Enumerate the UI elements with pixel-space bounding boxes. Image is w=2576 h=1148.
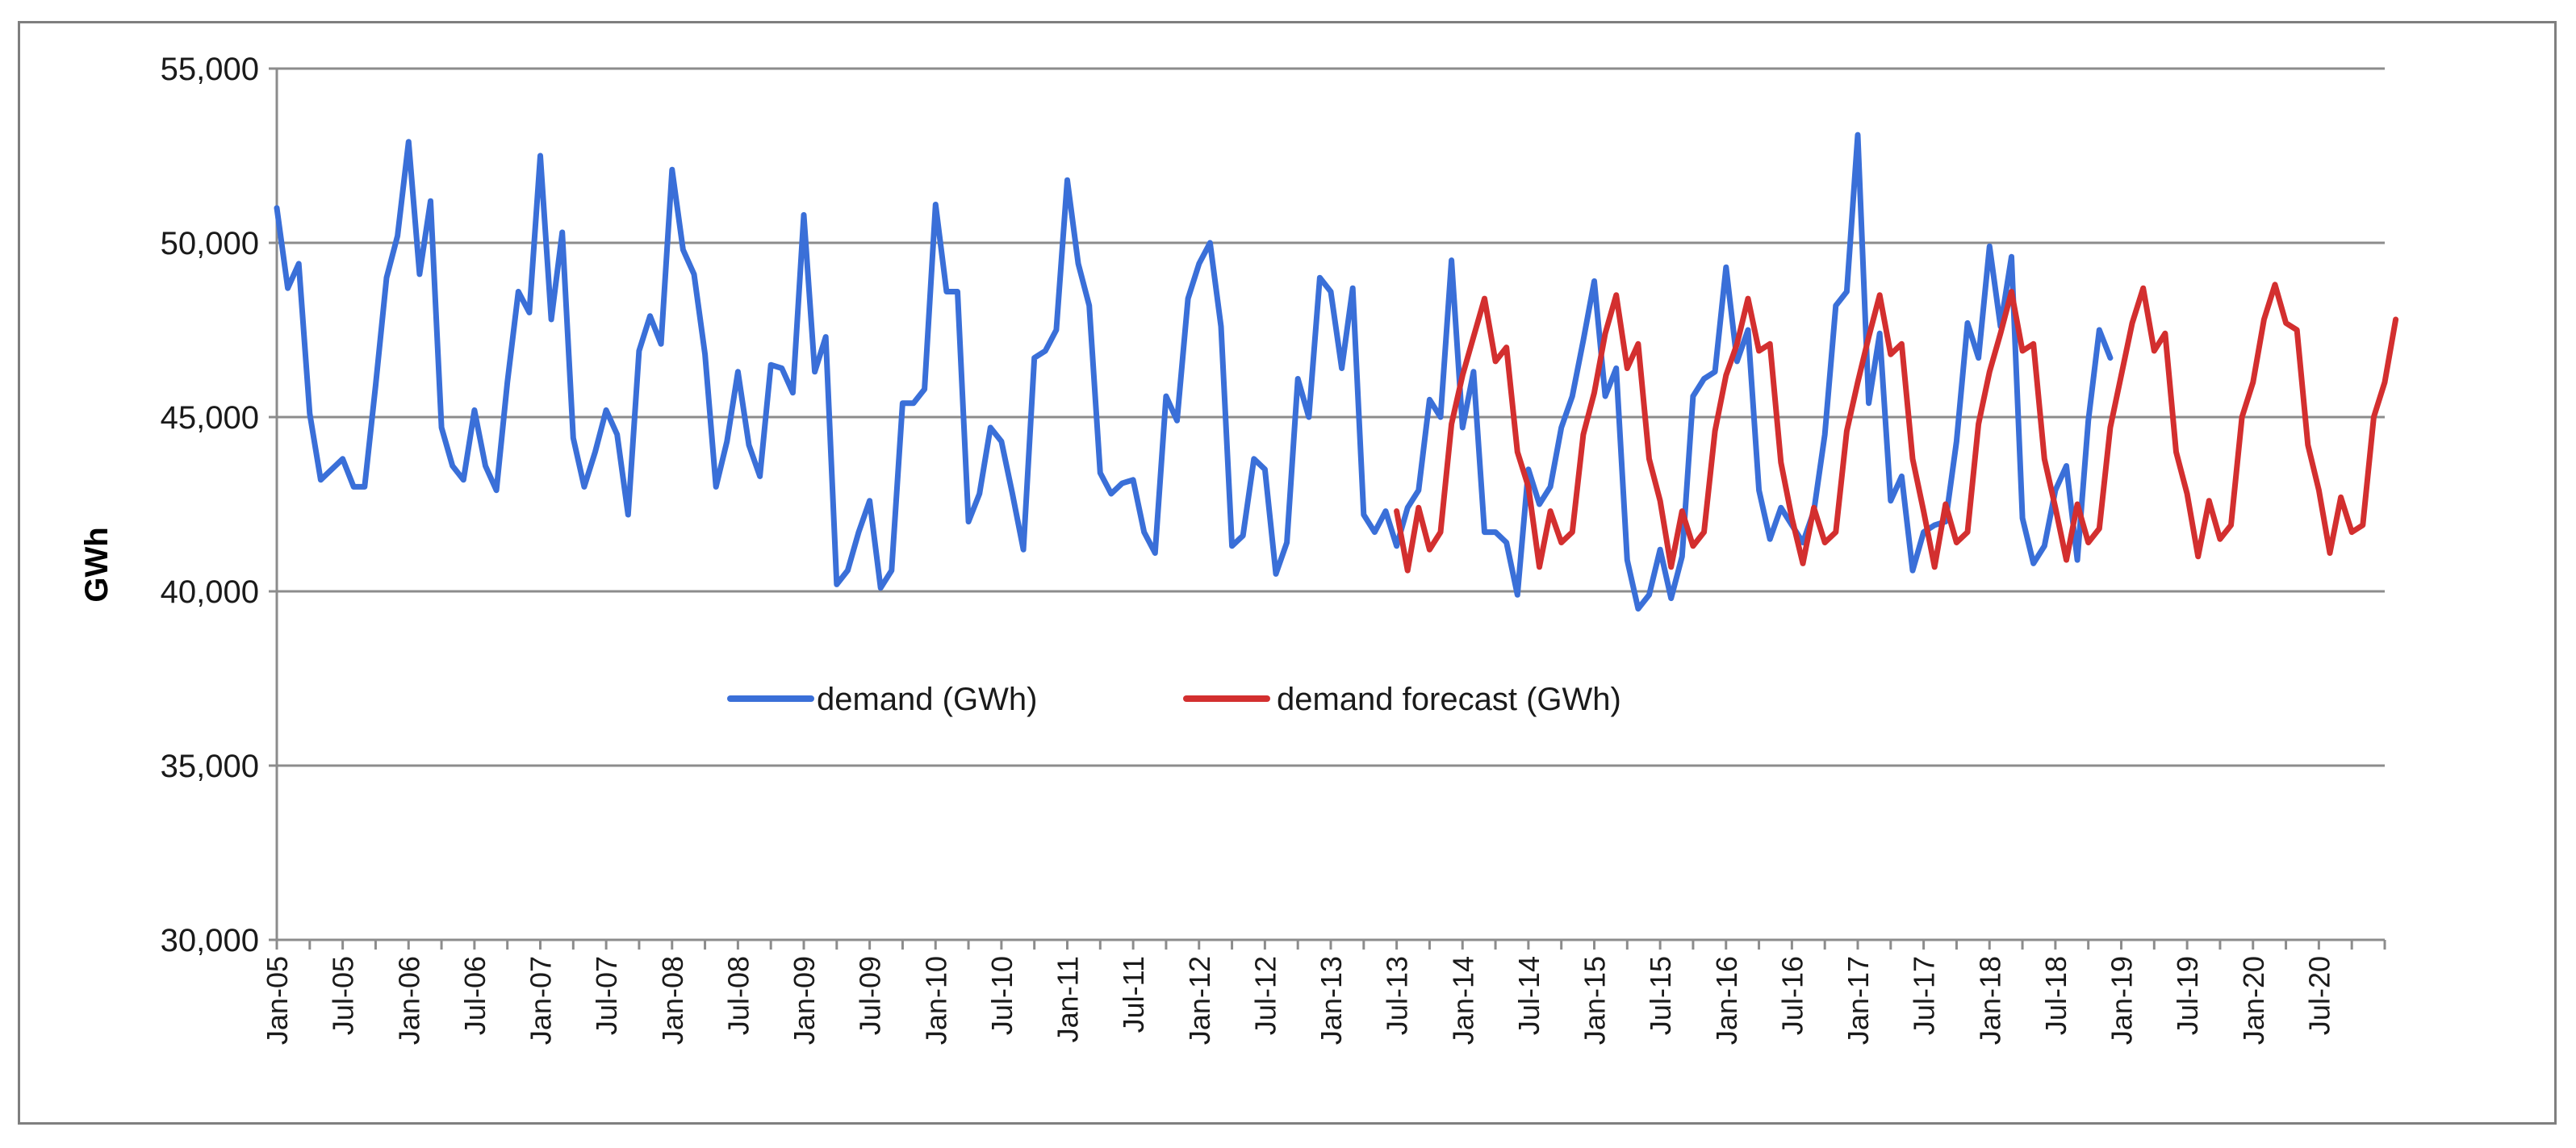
x-tick-label: Jan-19 <box>2106 956 2139 1045</box>
x-tick-label: Jul-17 <box>1908 956 1941 1035</box>
legend-label-0: demand (GWh) <box>817 682 1037 717</box>
x-tick-label: Jul-18 <box>2039 956 2072 1035</box>
x-tick-label: Jan-17 <box>1842 956 1875 1045</box>
x-tick-label: Jul-05 <box>327 956 360 1035</box>
series-line-0 <box>274 131 2114 612</box>
x-tick-label: Jan-09 <box>788 956 821 1045</box>
series-lines <box>274 131 2399 612</box>
gridlines <box>277 67 2385 767</box>
x-tick-label: Jul-11 <box>1117 956 1150 1033</box>
legend-label-1: demand forecast (GWh) <box>1277 682 1621 717</box>
y-axis-label: GWh <box>79 527 115 602</box>
x-tick-label: Jan-12 <box>1183 956 1216 1045</box>
x-tick-label: Jan-20 <box>2237 956 2270 1045</box>
x-tick-labels: Jan-05 Jul-05 Jan-06 Jul-06 Jan-07 Jul-07 Jan-… <box>261 940 2386 1045</box>
y-tick-label: 40,000 <box>161 574 259 610</box>
y-tick-labels: 30,000 35,000 40,000 45,000 50,000 55,000 <box>161 52 277 958</box>
x-tick-label: Jan-08 <box>656 956 689 1045</box>
y-tick-label: 55,000 <box>161 52 259 87</box>
x-tick-label: Jan-11 <box>1052 956 1085 1042</box>
x-tick-label: Jul-16 <box>1775 956 1809 1035</box>
x-tick-label: Jul-10 <box>985 956 1018 1035</box>
x-tick-label: Jul-07 <box>590 956 623 1035</box>
x-tick-label: Jul-20 <box>2302 956 2336 1035</box>
x-tick-label: Jan-10 <box>919 956 952 1045</box>
x-tick-label: Jul-12 <box>1248 956 1282 1035</box>
legend: demand (GWh) demand forecast (GWh) <box>727 682 1621 717</box>
x-tick-label: Jan-05 <box>261 956 294 1045</box>
x-tick-label: Jul-14 <box>1512 956 1545 1035</box>
y-tick-label: 35,000 <box>161 749 259 784</box>
y-tick-label: 45,000 <box>161 400 259 436</box>
x-tick-label: Jul-06 <box>458 956 491 1035</box>
x-tick-label: Jul-13 <box>1381 956 1414 1035</box>
series-line-1 <box>1394 282 2399 574</box>
x-tick-label: Jan-14 <box>1446 956 1479 1045</box>
x-tick-label: Jul-08 <box>721 956 755 1035</box>
y-tick-label: 30,000 <box>161 923 259 958</box>
x-tick-label: Jan-16 <box>1710 956 1743 1045</box>
x-tick-label: Jan-18 <box>1973 956 2006 1045</box>
x-tick-label: Jan-13 <box>1315 956 1348 1045</box>
x-tick-label: Jan-15 <box>1579 956 1612 1045</box>
x-tick-label: Jul-09 <box>854 956 887 1035</box>
x-tick-label: Jan-07 <box>525 956 558 1045</box>
x-tick-label: Jan-06 <box>392 956 425 1045</box>
y-tick-label: 50,000 <box>161 226 259 261</box>
x-tick-label: Jul-19 <box>2171 956 2204 1035</box>
x-tick-label: Jul-15 <box>1644 956 1677 1035</box>
